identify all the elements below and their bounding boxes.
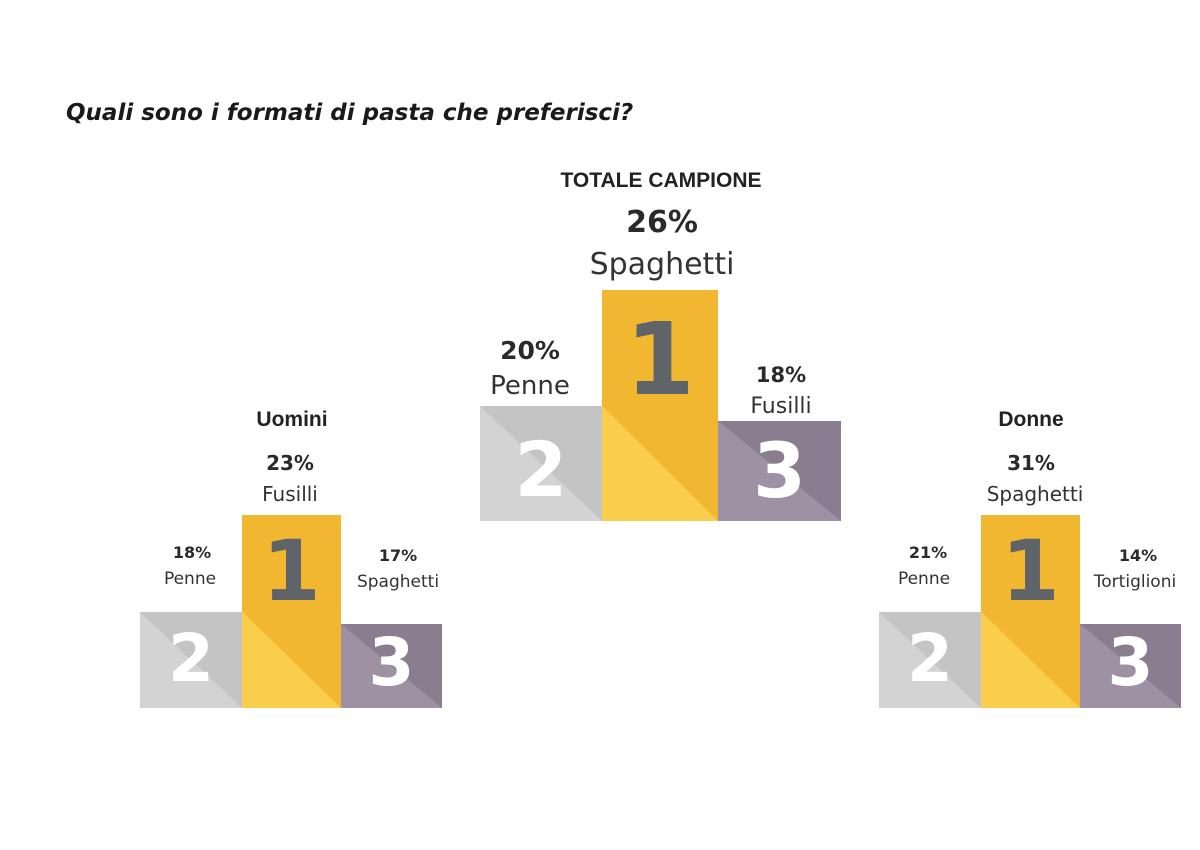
second-block-shade bbox=[140, 612, 242, 708]
second-place-block: 2 bbox=[140, 612, 242, 708]
third-block-shade bbox=[1080, 624, 1181, 708]
second-rank-number: 2 bbox=[514, 425, 568, 514]
first-rank-number: 1 bbox=[625, 301, 695, 418]
second-block-shade bbox=[480, 406, 602, 521]
second-label: Penne bbox=[897, 569, 951, 589]
third-percent: 18% bbox=[755, 363, 807, 387]
first-rank-number: 1 bbox=[262, 522, 321, 620]
third-percent: 17% bbox=[378, 546, 418, 565]
second-rank-number: 2 bbox=[168, 620, 214, 697]
first-rank-number: 1 bbox=[1001, 522, 1060, 620]
first-label: Fusilli bbox=[262, 482, 318, 506]
second-percent: 21% bbox=[908, 543, 948, 562]
third-label: Fusilli bbox=[750, 394, 812, 419]
third-label: Tortiglioni bbox=[1093, 572, 1177, 592]
third-percent: 14% bbox=[1118, 546, 1158, 565]
first-place-block: 1 bbox=[242, 515, 341, 708]
third-rank-number: 3 bbox=[1107, 624, 1154, 701]
third-place-block: 3 bbox=[1080, 624, 1181, 708]
second-rank-number: 2 bbox=[907, 620, 953, 697]
podium-title: TOTALE CAMPIONE bbox=[560, 169, 762, 192]
second-label: Penne bbox=[163, 569, 217, 589]
first-place-block: 1 bbox=[602, 290, 718, 521]
question-title: Quali sono i formati di pasta che prefer… bbox=[66, 100, 634, 126]
first-block-shade bbox=[242, 611, 341, 708]
third-block-shade bbox=[341, 624, 442, 708]
first-block-shade bbox=[602, 405, 718, 521]
third-place-block: 3 bbox=[718, 421, 841, 521]
third-rank-number: 3 bbox=[368, 624, 415, 701]
first-label: Spaghetti bbox=[986, 482, 1084, 506]
second-block-shade bbox=[879, 612, 981, 708]
second-percent: 20% bbox=[500, 336, 560, 365]
first-percent: 31% bbox=[1007, 451, 1055, 475]
second-label: Penne bbox=[490, 371, 570, 401]
first-label: Spaghetti bbox=[589, 247, 735, 282]
first-percent: 23% bbox=[266, 451, 314, 475]
first-block-shade bbox=[981, 611, 1080, 708]
second-place-block: 2 bbox=[480, 406, 602, 521]
third-place-block: 3 bbox=[341, 624, 442, 708]
third-label: Spaghetti bbox=[356, 572, 440, 592]
second-place-block: 2 bbox=[879, 612, 981, 708]
third-rank-number: 3 bbox=[753, 426, 806, 515]
podium-title: Donne bbox=[998, 408, 1064, 431]
podium-title: Uomini bbox=[256, 408, 328, 431]
first-place-block: 1 bbox=[981, 515, 1080, 708]
third-block-shade bbox=[718, 421, 841, 521]
first-percent: 26% bbox=[626, 205, 698, 240]
second-percent: 18% bbox=[172, 543, 212, 562]
